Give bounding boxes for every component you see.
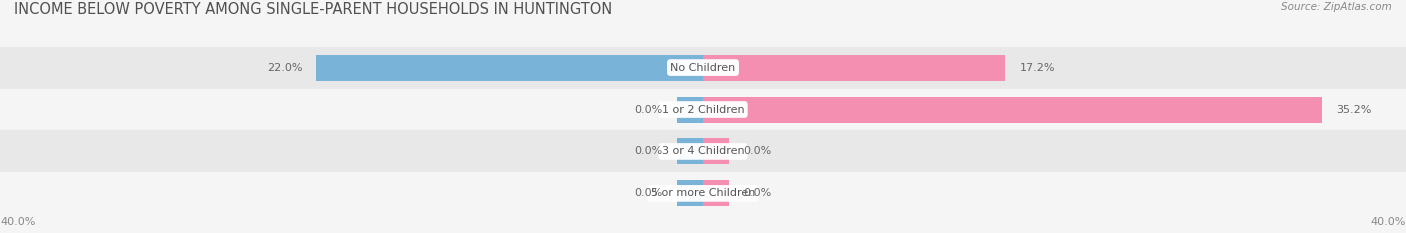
Text: INCOME BELOW POVERTY AMONG SINGLE-PARENT HOUSEHOLDS IN HUNTINGTON: INCOME BELOW POVERTY AMONG SINGLE-PARENT… — [14, 2, 612, 17]
Bar — [316, 55, 703, 81]
Bar — [676, 138, 703, 164]
Text: 22.0%: 22.0% — [267, 63, 302, 72]
Bar — [0, 130, 1406, 172]
Text: 0.0%: 0.0% — [634, 105, 662, 114]
Bar — [0, 89, 1406, 130]
Bar — [703, 55, 1005, 81]
Bar — [703, 138, 730, 164]
Bar — [676, 180, 703, 206]
Bar — [703, 96, 1322, 123]
Text: 17.2%: 17.2% — [1019, 63, 1054, 72]
Text: No Children: No Children — [671, 63, 735, 72]
Bar — [676, 96, 703, 123]
Text: 0.0%: 0.0% — [634, 188, 662, 198]
Text: 0.0%: 0.0% — [744, 188, 772, 198]
Text: 40.0%: 40.0% — [1371, 217, 1406, 227]
Bar — [0, 47, 1406, 89]
Text: 35.2%: 35.2% — [1336, 105, 1371, 114]
Text: 5 or more Children: 5 or more Children — [651, 188, 755, 198]
Text: Source: ZipAtlas.com: Source: ZipAtlas.com — [1281, 2, 1392, 12]
Text: 0.0%: 0.0% — [744, 147, 772, 156]
Text: 0.0%: 0.0% — [634, 147, 662, 156]
Text: 40.0%: 40.0% — [0, 217, 35, 227]
Text: 1 or 2 Children: 1 or 2 Children — [662, 105, 744, 114]
Bar — [0, 172, 1406, 214]
Bar — [703, 180, 730, 206]
Text: 3 or 4 Children: 3 or 4 Children — [662, 147, 744, 156]
